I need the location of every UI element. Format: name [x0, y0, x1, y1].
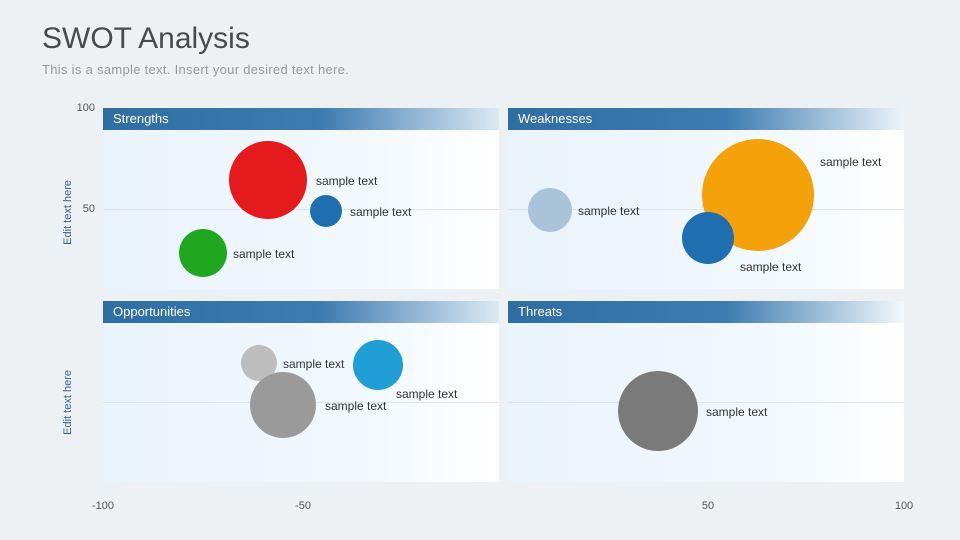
- quadrant-body: sample text sample text sample text: [103, 130, 499, 289]
- bubble-label-o1: sample text: [283, 357, 344, 371]
- bubble-label-s2: sample text: [350, 205, 411, 219]
- y-axis-label-top: Edit text here: [62, 180, 74, 245]
- bubble-w2: [528, 188, 572, 232]
- quadrant-header: Strengths: [103, 108, 499, 130]
- quadrant-header: Threats: [508, 301, 904, 323]
- quadrant-threats: Threats sample text: [508, 301, 904, 482]
- swot-chart: 100 50 -100 -50 50 100 Strengths sample …: [103, 108, 904, 494]
- bubble-label-s3: sample text: [233, 247, 294, 261]
- y-tick-50: 50: [83, 203, 95, 215]
- bubble-s3: [179, 229, 227, 277]
- bubble-t1: [618, 371, 698, 451]
- bubble-o3: [250, 372, 316, 438]
- quadrant-opportunities: Opportunities sample textsample textsamp…: [103, 301, 499, 482]
- gridline: [103, 209, 499, 210]
- y-tick-100: 100: [77, 102, 95, 114]
- x-tick-n50: -50: [295, 500, 311, 512]
- bubble-o2: [353, 340, 403, 390]
- bubble-s2: [310, 195, 342, 227]
- y-axis-label-bottom: Edit text here: [62, 370, 74, 435]
- quadrant-header: Weaknesses: [508, 108, 904, 130]
- x-tick-50: 50: [702, 500, 714, 512]
- slide: SWOT Analysis This is a sample text. Ins…: [0, 0, 960, 540]
- quadrant-header: Opportunities: [103, 301, 499, 323]
- quadrant-weaknesses: Weaknesses sample textsample textsample …: [508, 108, 904, 289]
- bubble-s1: [229, 141, 307, 219]
- bubble-label-s1: sample text: [316, 174, 377, 188]
- bubble-label-w2: sample text: [578, 204, 639, 218]
- bubble-label-t1: sample text: [706, 405, 767, 419]
- bubble-label-o3: sample text: [325, 399, 386, 413]
- quadrant-body: sample text sample text sample text: [508, 130, 904, 289]
- quadrant-strengths: Strengths sample textsample textsample t…: [103, 108, 499, 289]
- quadrant-body: sample text: [508, 323, 904, 482]
- x-tick-100: 100: [895, 500, 913, 512]
- bubble-label-o2: sample text: [396, 387, 457, 401]
- bubble-label-w1: sample text: [820, 155, 881, 169]
- page-title: SWOT Analysis: [42, 22, 250, 56]
- bubble-label-w3: sample text: [740, 260, 801, 274]
- quadrant-body: sample text sample text sample text: [103, 323, 499, 482]
- gridline: [508, 402, 904, 403]
- bubble-w3: [682, 212, 734, 264]
- x-tick-n100: -100: [92, 500, 114, 512]
- page-subtitle: This is a sample text. Insert your desir…: [42, 62, 349, 77]
